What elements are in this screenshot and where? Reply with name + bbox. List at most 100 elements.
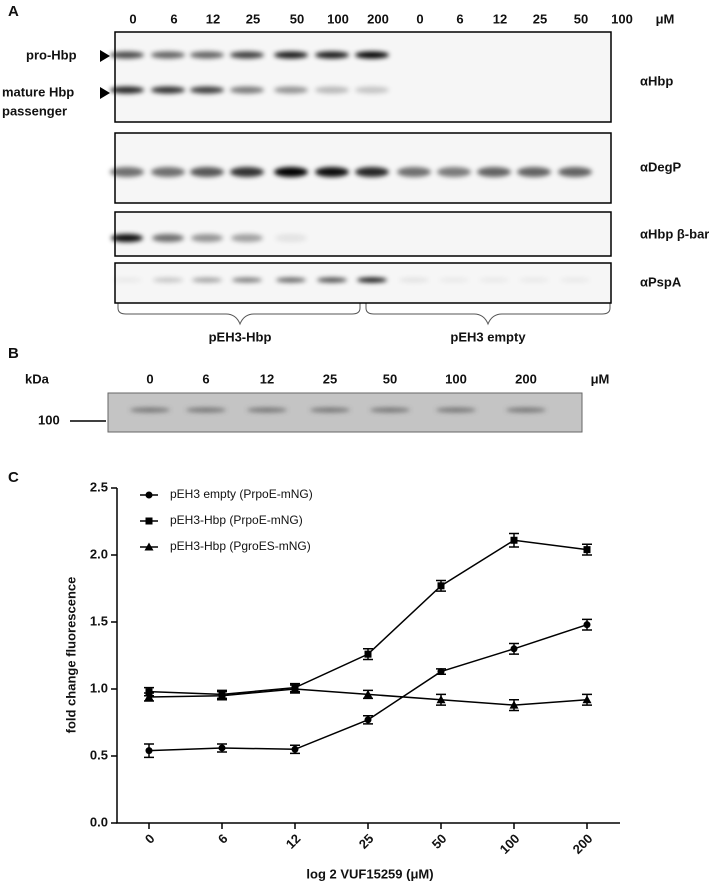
- marker: [218, 744, 226, 752]
- legend-entry: pEH3-Hbp (PgroES-mNG): [170, 539, 311, 553]
- band: [191, 234, 223, 242]
- legend-entry: pEH3-Hbp (PrpoE-mNG): [170, 513, 303, 527]
- panel-label: A: [8, 3, 19, 20]
- marker: [437, 668, 445, 676]
- y-tick-label: 2.0: [90, 546, 108, 561]
- lane-label: 50: [383, 371, 397, 386]
- gel-band: [436, 407, 476, 413]
- marker: [363, 689, 373, 698]
- gel-band: [310, 407, 350, 413]
- marker: [291, 745, 299, 753]
- band: [315, 167, 349, 177]
- legend-entry: pEH3 empty (PrpoE-mNG): [170, 487, 313, 501]
- band: [560, 277, 590, 283]
- bracket: [365, 300, 611, 326]
- gel-band: [506, 407, 546, 413]
- antibody-label: αDegP: [640, 159, 682, 174]
- band: [274, 167, 308, 177]
- marker: [364, 716, 372, 724]
- lane-label: 6: [170, 11, 177, 26]
- group-label: pEH3 empty: [450, 329, 526, 344]
- x-tick-label: 200: [570, 831, 596, 857]
- band: [111, 234, 143, 242]
- y-tick-label: 0.0: [90, 814, 108, 829]
- band: [479, 277, 509, 283]
- marker: [582, 695, 592, 704]
- marker: [145, 688, 153, 696]
- band: [517, 167, 551, 177]
- lane-label: 50: [574, 11, 588, 26]
- gel-band: [130, 407, 170, 413]
- band: [397, 167, 431, 177]
- band: [274, 86, 308, 94]
- band: [110, 51, 144, 59]
- x-tick-label: 0: [142, 831, 158, 847]
- marker: [437, 582, 445, 590]
- lane-label: 50: [290, 11, 304, 26]
- antibody-label: αHbp: [640, 73, 673, 88]
- y-tick-label: 1.5: [90, 613, 108, 628]
- band: [231, 234, 263, 242]
- band: [230, 167, 264, 177]
- blot-frame: [114, 31, 612, 123]
- marker: [509, 700, 519, 709]
- marker-label: 100: [38, 412, 60, 427]
- lane-label: 12: [206, 11, 220, 26]
- arrowhead: [100, 87, 110, 99]
- band: [232, 277, 262, 283]
- band: [190, 86, 224, 94]
- band: [355, 86, 389, 94]
- band: [110, 167, 144, 177]
- kda-label: kDa: [25, 371, 50, 386]
- band: [153, 277, 183, 283]
- lane-label: 100: [445, 371, 467, 386]
- unit-label: μM: [591, 371, 610, 386]
- blot-background: [115, 212, 611, 256]
- marker: [583, 621, 591, 629]
- x-tick-label: 100: [497, 831, 523, 857]
- band: [276, 277, 306, 283]
- x-tick-label: 25: [356, 831, 377, 852]
- band: [315, 51, 349, 59]
- band: [519, 277, 549, 283]
- band: [151, 167, 185, 177]
- band: [110, 86, 144, 94]
- legend-marker: [144, 542, 154, 551]
- band: [439, 277, 469, 283]
- band: [355, 51, 389, 59]
- band-label: passenger: [2, 103, 67, 118]
- legend-marker: [145, 517, 153, 525]
- blot-background: [115, 263, 611, 303]
- lane-label: 100: [327, 11, 349, 26]
- panel-label: C: [8, 469, 19, 486]
- group-label: pEH3-Hbp: [209, 329, 272, 344]
- band: [152, 234, 184, 242]
- band: [274, 51, 308, 59]
- antibody-label: αPspA: [640, 274, 682, 289]
- band: [230, 51, 264, 59]
- band: [275, 234, 307, 242]
- bracket: [117, 300, 361, 326]
- gel-band: [247, 407, 287, 413]
- gel-band: [186, 407, 226, 413]
- lane-label: 25: [246, 11, 260, 26]
- marker: [144, 692, 154, 701]
- band: [151, 86, 185, 94]
- band: [192, 277, 222, 283]
- band: [399, 277, 429, 283]
- line: [148, 539, 588, 696]
- blot-background: [115, 32, 611, 122]
- band: [558, 167, 592, 177]
- lane-label: 0: [129, 11, 136, 26]
- lane-label: 200: [515, 371, 537, 386]
- band: [190, 51, 224, 59]
- y-tick-label: 2.5: [90, 479, 108, 494]
- legend-marker: [145, 491, 153, 499]
- gel-band: [370, 407, 410, 413]
- line: [148, 623, 588, 752]
- y-tick-label: 0.5: [90, 747, 108, 762]
- blot-frame: [114, 132, 612, 204]
- lane-label: 25: [323, 371, 337, 386]
- band-label: mature Hbp: [2, 84, 74, 99]
